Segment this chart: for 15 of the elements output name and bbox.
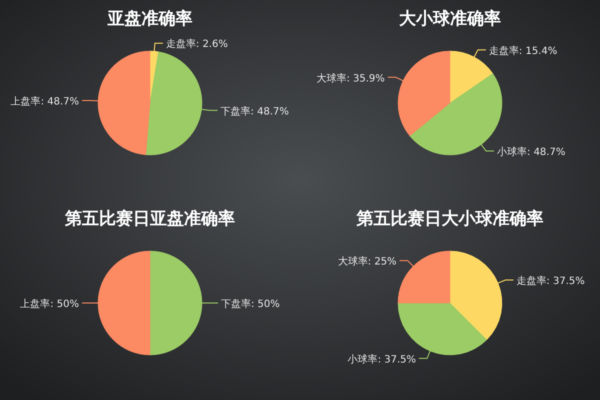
slice-label: 下盘率: 48.7% [220,105,289,118]
chart-title: 第五比赛日亚盘准确率 [64,209,235,229]
chart-title: 第五比赛日大小球准确率 [356,209,544,229]
slice-label: 上盘率: 50% [20,298,79,310]
slice-label: 小球率: 37.5% [348,353,416,366]
slice-label: 大球率: 25% [338,256,397,268]
slice-label: 走盘率: 15.4% [488,44,558,57]
slice-label: 大球率: 35.9% [316,72,385,84]
slice-label: 走盘率: 37.5% [516,275,585,288]
slice-label: 下盘率: 50% [221,298,280,310]
chart-title: 大小球准确率 [399,9,501,29]
chart-title: 亚盘准确率 [106,9,192,29]
slice-label: 小球率: 48.7% [497,146,566,158]
slice-label: 上盘率: 48.7% [10,96,80,108]
slice-label: 走盘率: 2.6% [166,38,228,50]
